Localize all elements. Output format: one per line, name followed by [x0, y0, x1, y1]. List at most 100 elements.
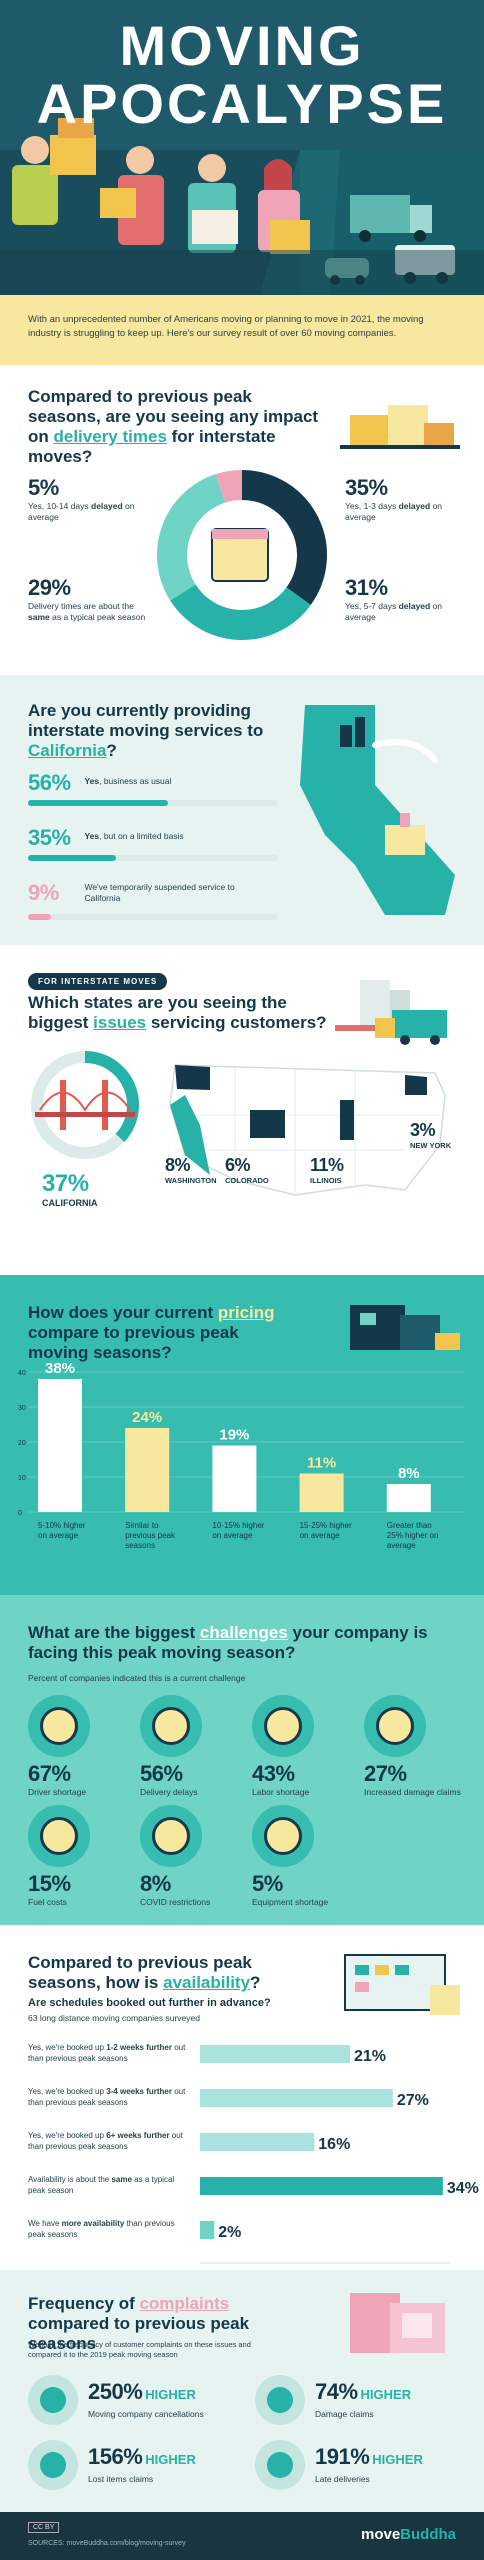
availability-bar — [200, 2133, 315, 2151]
challenge-item: 27% Increased damage claims — [364, 1695, 469, 1800]
pricing-value-label: 11% — [307, 1455, 336, 1472]
pricing-question: How does your current pricing compare to… — [28, 1303, 275, 1362]
challenge-label: Increased damage claims — [364, 1787, 461, 1797]
availability-bar-chart: 21%27%16%34%2%05101520253035 — [200, 2045, 479, 2264]
availability-row-label: We have more availability than previous … — [28, 2219, 175, 2239]
states-question: Which states are you seeing the biggest … — [28, 993, 327, 1032]
fuel-icon — [28, 1805, 90, 1867]
challenge-percent: 67% — [28, 1761, 71, 1786]
calendar-board-illustration — [344, 1954, 460, 2015]
complaint-percent: 191% — [315, 2444, 370, 2469]
complaints-note: We took the frequency of customer compla… — [28, 2340, 251, 2359]
challenge-label: Delivery delays — [140, 1787, 198, 1797]
complaint-item: 156% HIGHER Lost items claims — [28, 2440, 233, 2500]
state-item-colorado: 6% COLORADO — [225, 1155, 269, 1185]
complaint-item: 191% HIGHER Late deliveries — [255, 2440, 460, 2500]
worker-icon-glyph — [264, 1707, 302, 1745]
pricing-category-label: seasons — [125, 1541, 155, 1550]
impact-percent: 29% — [28, 575, 71, 600]
truck-loading-illustration — [335, 980, 447, 1045]
ca-bar-track-3 — [28, 914, 278, 920]
washington-state — [175, 1065, 210, 1090]
donut-slice — [215, 470, 243, 503]
title-line-1: MOVING — [119, 14, 365, 77]
hourglass-icon-glyph — [152, 1707, 190, 1745]
pricing-value-label: 38% — [45, 1360, 75, 1377]
document-icon-glyph — [152, 1817, 190, 1855]
state-item-new-york: 3% NEW YORK — [410, 1120, 452, 1150]
complaint-stat: 191% HIGHER — [315, 2444, 423, 2470]
availability-bar — [200, 2177, 443, 2195]
complaint-item: 250% HIGHER Moving company cancellations — [28, 2375, 233, 2435]
us-map — [169, 1064, 446, 1196]
complaint-label: Late deliveries — [315, 2474, 370, 2484]
broken-glass-icon — [255, 2375, 305, 2425]
steering-wheel-icon-glyph — [40, 1707, 78, 1745]
availability-row-label: Availability is about the same as a typi… — [28, 2175, 175, 2195]
clipboard-icon — [252, 1805, 314, 1867]
complaint-higher-word: HIGHER — [145, 2387, 196, 2402]
steering-wheel-icon — [28, 1695, 90, 1757]
delivery-donut-chart — [157, 470, 327, 640]
ca-item-1: 56% Yes, business as usual — [28, 770, 278, 806]
license-badge: CC BY — [28, 2522, 60, 2533]
delivery-truck-illustration — [350, 195, 432, 242]
pricing-category-label: on average — [212, 1531, 253, 1540]
pricing-category-label: on average — [300, 1531, 341, 1540]
challenge-percent: 8% — [140, 1871, 171, 1896]
complaint-stat: 250% HIGHER — [88, 2379, 196, 2405]
ca-bar-fill-3 — [28, 914, 51, 920]
availability-row-label: Yes, we're booked up 1-2 weeks further o… — [28, 2043, 186, 2063]
golden-gate-ring — [31, 1051, 139, 1159]
ca-item-2: 35% Yes, but on a limited basis — [28, 825, 278, 861]
complaints-question: Frequency of complaints compared to prev… — [28, 2294, 250, 2353]
clipboard-icon-glyph — [264, 1817, 302, 1855]
brand-logo[interactable]: moveBuddha — [360, 2526, 456, 2543]
document-icon — [140, 1805, 202, 1867]
ca-bar-track-2 — [28, 855, 278, 861]
y-tick-label: 10 — [18, 1475, 26, 1482]
availability-bar — [200, 2089, 393, 2107]
pricing-section: How does your current pricing compare to… — [0, 1275, 484, 1595]
states-section: FOR INTERSTATE MOVES Which states are yo… — [0, 945, 484, 1275]
impact-item-35: 35% Yes, 1-3 days delayed on average — [345, 475, 465, 523]
complaint-item: 74% HIGHER Damage claims — [255, 2375, 460, 2435]
movers-illustration — [12, 118, 310, 254]
pricing-category-label: 15-25% higher — [300, 1521, 352, 1530]
clock-icon — [255, 2440, 305, 2490]
footer: CC BY SOURCES: moveBuddha.com/blog/movin… — [0, 2512, 484, 2560]
california-map-illustration — [300, 705, 455, 915]
illinois-state — [340, 1100, 354, 1140]
california-section: Are you currently providing interstate m… — [0, 675, 484, 945]
boxes-illustration — [340, 405, 460, 449]
pricing-category-label: previous peak — [125, 1531, 176, 1540]
availability-bar — [200, 2045, 350, 2063]
fuel-icon-glyph — [40, 1817, 78, 1855]
complaint-label: Damage claims — [315, 2409, 374, 2419]
hero-background-illustration — [0, 118, 484, 295]
pricing-bar — [125, 1428, 170, 1512]
sources-text: SOURCES: moveBuddha.com/blog/moving-surv… — [28, 2540, 186, 2547]
california-state — [170, 1095, 210, 1175]
pricing-bar — [38, 1379, 82, 1512]
ca-bar-fill-1 — [28, 800, 168, 806]
delivery-impact-question: Compared to previous peak seasons, are y… — [28, 387, 319, 466]
complaint-label: Moving company cancellations — [88, 2409, 204, 2419]
cash-register-illustration — [350, 1305, 460, 1350]
california-question: Are you currently providing interstate m… — [28, 701, 264, 760]
challenge-label: Fuel costs — [28, 1897, 67, 1907]
calendar-x-icon — [28, 2375, 78, 2425]
lost-box-icon-glyph — [40, 2452, 66, 2478]
availability-value-label: 2% — [218, 2224, 241, 2241]
availability-value-label: 27% — [397, 2092, 429, 2109]
complaint-percent: 156% — [88, 2444, 143, 2469]
challenge-percent: 5% — [252, 1871, 283, 1896]
donut-slice — [241, 470, 327, 605]
challenges-question: What are the biggest challenges your com… — [28, 1623, 428, 1662]
challenge-label: Driver shortage — [28, 1787, 87, 1797]
challenge-percent: 43% — [252, 1761, 295, 1786]
colorado-state — [250, 1110, 285, 1138]
complaint-percent: 74% — [315, 2379, 358, 2404]
impact-item-31: 31% Yes, 5-7 days delayed on average — [345, 575, 465, 623]
